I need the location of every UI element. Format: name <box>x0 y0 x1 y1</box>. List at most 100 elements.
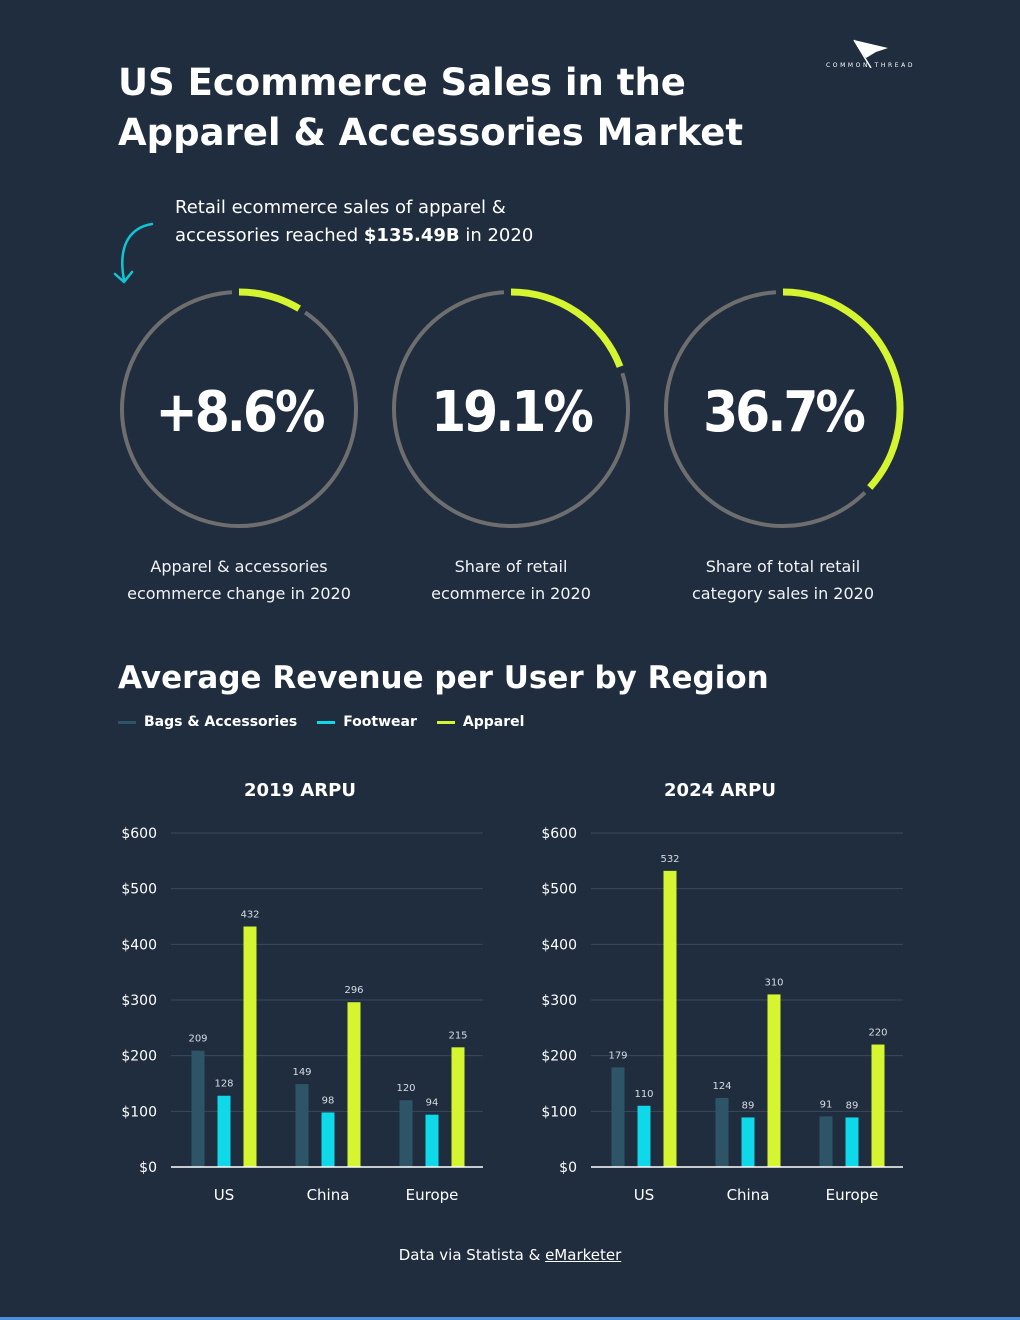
data-label: 128 <box>214 1079 233 1090</box>
stat-ring-ecommerce-change: +8.6% <box>116 286 362 532</box>
bar-apparel <box>767 994 781 1167</box>
data-label: 149 <box>292 1067 311 1078</box>
y-tick-label: $100 <box>121 1104 157 1120</box>
bar-chart-svg: 2024 ARPU $0 $100 $200 $300 $400 $500 $600 179 11… <box>541 780 903 1204</box>
stat-label-line-2: ecommerce in 2020 <box>431 584 591 603</box>
stat-ring-retail-share: 19.1% <box>388 286 634 532</box>
page-title-line-2: Apparel & Accessories Market <box>118 111 744 154</box>
y-tick-label: $500 <box>121 882 157 898</box>
bar-bags-accessories <box>295 1084 309 1167</box>
chart-title: 2019 ARPU <box>244 780 356 801</box>
bar-bags-accessories <box>819 1116 833 1167</box>
legend-swatch <box>436 720 455 724</box>
page-title-line-1: US Ecommerce Sales in the <box>118 61 686 104</box>
bar-bags-accessories <box>611 1067 625 1167</box>
ring-progress-arc <box>510 288 624 368</box>
data-label: 89 <box>742 1100 755 1111</box>
ring-progress-arc <box>782 288 904 490</box>
data-label: 124 <box>712 1081 731 1092</box>
x-tick-label: Europe <box>826 1186 879 1204</box>
source-footer: Data via Statista & eMarketer <box>0 1246 1020 1264</box>
section-title: Average Revenue per User by Region <box>118 660 769 696</box>
stat-label-line-1: Share of total retail <box>705 557 861 576</box>
bar-apparel <box>243 926 257 1167</box>
chart-2019-arpu: 2019 ARPU $0 $100 $200 $300 $400 $500 $600 209 12… <box>100 770 520 1220</box>
bar-footwear <box>637 1105 651 1167</box>
bar-bags-accessories <box>191 1050 205 1167</box>
ring-graphic <box>120 288 358 528</box>
data-label: 110 <box>634 1089 653 1100</box>
bar-apparel <box>451 1047 465 1167</box>
ring-graphic <box>663 288 904 528</box>
stat-label-line-1: Apparel & accessories <box>150 557 328 576</box>
stat-label-line-2: ecommerce change in 2020 <box>127 584 351 603</box>
legend-label: Bags & Accessories <box>144 714 298 730</box>
intro-line-2-prefix: accessories reached <box>175 225 364 246</box>
bar-footwear <box>217 1095 231 1167</box>
source-prefix: Data via Statista & <box>398 1246 546 1264</box>
data-label: 91 <box>820 1099 833 1110</box>
flag-icon <box>853 39 888 69</box>
intro-line-1: Retail ecommerce sales of apparel & <box>175 197 506 218</box>
bar-apparel <box>871 1044 885 1167</box>
x-tick-label: Europe <box>406 1186 459 1204</box>
x-tick-label: US <box>214 1186 235 1204</box>
stat-ring-category-share: 36.7% <box>660 286 906 532</box>
common-thread-logo: COMMON THREAD <box>826 38 918 76</box>
y-tick-label: $0 <box>559 1160 577 1176</box>
data-label: 215 <box>448 1030 467 1041</box>
legend-swatch <box>317 720 336 724</box>
y-tick-label: $0 <box>139 1160 157 1176</box>
bar-footwear <box>425 1114 439 1167</box>
data-label: 432 <box>240 910 259 921</box>
chart-legend: Bags & Accessories Footwear Apparel <box>118 714 524 730</box>
logo-text: COMMON THREAD <box>826 62 916 69</box>
stat-label-retail-share: Share of retail ecommerce in 2020 <box>361 553 661 607</box>
y-tick-label: $200 <box>541 1049 577 1065</box>
stat-label-line-2: category sales in 2020 <box>691 584 875 603</box>
intro-line-2-suffix: in 2020 <box>459 225 534 246</box>
y-tick-label: $100 <box>541 1104 577 1120</box>
ring-track-arc <box>392 290 630 528</box>
source-link-emarketer[interactable]: eMarketer <box>545 1246 622 1264</box>
data-label: 98 <box>322 1095 335 1106</box>
y-tick-label: $300 <box>541 993 577 1009</box>
x-tick-label: China <box>727 1186 770 1204</box>
bar-apparel <box>663 870 677 1167</box>
y-tick-label: $400 <box>541 937 577 953</box>
legend-item-apparel: Apparel <box>436 714 525 730</box>
data-label: 209 <box>188 1034 207 1045</box>
bar-apparel <box>347 1002 361 1167</box>
bar-footwear <box>741 1117 755 1167</box>
x-tick-label: China <box>307 1186 350 1204</box>
x-tick-label: US <box>634 1186 655 1204</box>
legend-swatch <box>118 720 136 724</box>
data-label: 94 <box>426 1098 439 1109</box>
legend-item-bags: Bags & Accessories <box>118 714 297 730</box>
chart-title: 2024 ARPU <box>664 780 776 801</box>
legend-label: Footwear <box>343 714 417 730</box>
data-label: 310 <box>764 977 783 988</box>
page-title: US Ecommerce Sales in the Apparel & Acce… <box>118 58 818 158</box>
y-tick-label: $200 <box>121 1049 157 1065</box>
stat-label-category-share: Share of total retail category sales in … <box>633 553 933 607</box>
intro-amount: $135.49B <box>363 225 460 246</box>
data-label: 89 <box>846 1100 859 1111</box>
curved-arrow-icon <box>113 222 154 284</box>
legend-item-footwear: Footwear <box>317 714 417 730</box>
y-tick-label: $600 <box>541 826 577 842</box>
legend-label: Apparel <box>462 714 525 730</box>
y-tick-label: $400 <box>121 937 157 953</box>
y-tick-label: $500 <box>541 882 577 898</box>
data-label: 120 <box>396 1083 415 1094</box>
data-label: 296 <box>344 985 363 996</box>
bar-footwear <box>321 1112 335 1167</box>
bar-footwear <box>845 1117 859 1167</box>
intro-text: Retail ecommerce sales of apparel & acce… <box>175 194 595 250</box>
y-tick-label: $300 <box>121 993 157 1009</box>
stat-label-ecommerce-change: Apparel & accessories ecommerce change i… <box>89 553 389 607</box>
bar-bags-accessories <box>715 1097 729 1167</box>
ring-progress-arc <box>238 288 301 312</box>
bottom-border <box>0 1317 1020 1320</box>
data-label: 532 <box>660 854 679 865</box>
